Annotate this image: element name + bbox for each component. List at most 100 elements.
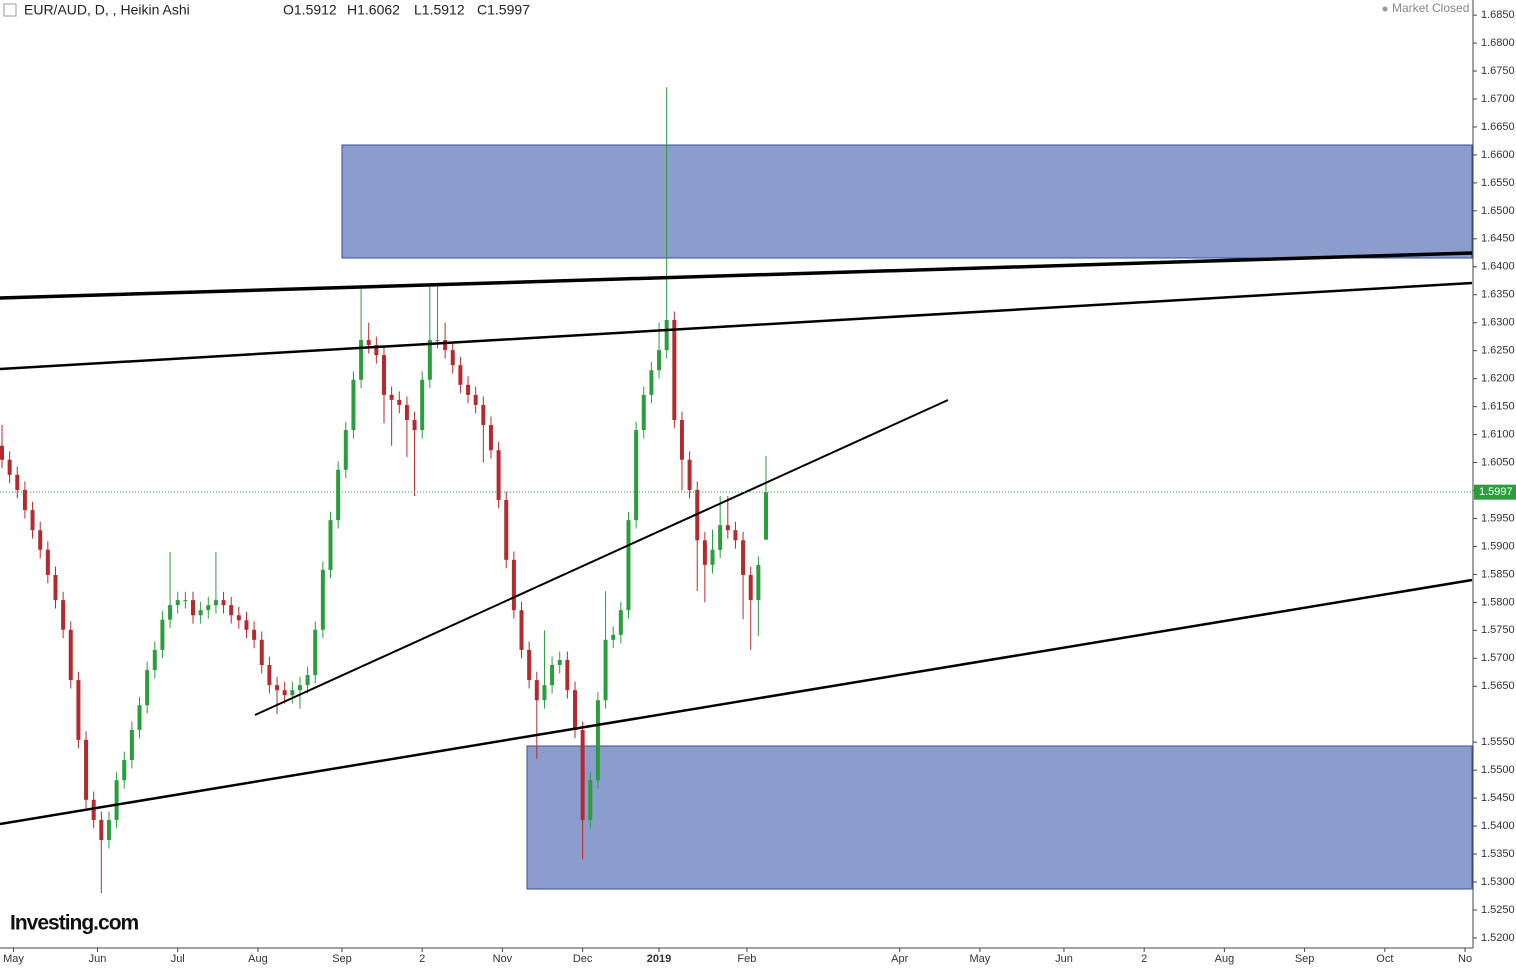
y-tick-label: 1.6500 — [1481, 205, 1515, 217]
y-tick-label: 1.5900 — [1481, 540, 1515, 552]
candle-body — [275, 685, 280, 691]
y-tick-label: 1.6250 — [1481, 345, 1515, 357]
candle-body — [236, 615, 241, 621]
candle-body — [427, 340, 432, 380]
candle-body — [710, 549, 715, 565]
ohlc-label: O1.5912 — [283, 2, 337, 18]
trend-line — [254, 399, 949, 716]
candle-body — [229, 605, 234, 616]
candle-body — [611, 634, 616, 640]
candle-body — [565, 659, 570, 691]
x-tick-label: May — [3, 953, 24, 965]
x-tick-label: Feb — [737, 953, 756, 965]
candle-body — [137, 705, 142, 730]
candle-body — [168, 605, 173, 620]
candle-body — [76, 680, 81, 740]
x-tick-label: Jun — [89, 953, 107, 965]
candle-body — [366, 340, 371, 346]
x-tick-label: Nov — [493, 953, 513, 965]
candle-body — [252, 629, 257, 640]
candle-body — [496, 450, 501, 501]
candle-body — [175, 600, 180, 606]
last-price-tag — [1474, 484, 1516, 500]
candle-body — [290, 690, 295, 696]
candle-body — [550, 664, 555, 686]
candle-body — [764, 492, 768, 540]
candle-body — [38, 530, 43, 550]
candle-body — [733, 530, 738, 541]
candle-body — [504, 500, 509, 560]
x-tick-label: Aug — [1215, 953, 1235, 965]
y-tick-label: 1.6050 — [1481, 456, 1515, 468]
candle-body — [0, 445, 4, 460]
candles — [0, 87, 768, 894]
candle-body — [679, 420, 684, 460]
candle-body — [443, 340, 448, 351]
y-tick-label: 1.5800 — [1481, 596, 1515, 608]
candle-body — [152, 649, 157, 671]
candle-body — [687, 459, 692, 490]
candle-body — [328, 520, 333, 570]
candle-body — [626, 520, 631, 611]
candle-body — [320, 569, 325, 630]
overlay — [0, 251, 1473, 826]
menu-icon[interactable] — [3, 3, 17, 17]
candle-body — [473, 394, 478, 405]
y-tick-label: 1.5300 — [1481, 876, 1515, 888]
x-tick-label: No — [1458, 953, 1472, 965]
candle-body — [91, 799, 96, 820]
candle-body — [382, 355, 386, 395]
candle-body — [741, 540, 746, 575]
candle-body — [22, 489, 27, 511]
x-tick-label: 2 — [419, 953, 425, 965]
candle-body — [374, 345, 379, 356]
candle-body — [634, 430, 639, 521]
candle-body — [213, 600, 218, 606]
candle-body — [511, 559, 516, 611]
y-tick-label: 1.5950 — [1481, 512, 1515, 524]
y-tick-label: 1.6750 — [1481, 65, 1515, 77]
candle-body — [99, 819, 104, 841]
y-tick-label: 1.5650 — [1481, 680, 1515, 692]
y-tick-label: 1.6150 — [1481, 401, 1515, 413]
trend-line — [0, 578, 1473, 826]
candle-body — [519, 610, 524, 650]
candle-body — [30, 510, 35, 531]
candle-body — [534, 680, 539, 701]
candle-body — [313, 629, 318, 676]
candle-body — [542, 685, 547, 701]
candle-body — [336, 469, 341, 521]
candle-body — [725, 525, 730, 531]
candle-body — [106, 819, 111, 841]
status: Market Closed — [1392, 1, 1469, 15]
y-tick-label: 1.6700 — [1481, 93, 1515, 105]
support-zone — [526, 745, 1473, 890]
candle-body — [45, 549, 50, 575]
candle-body — [718, 525, 723, 550]
y-tick-label: 1.5850 — [1481, 568, 1515, 580]
candle-body — [664, 319, 669, 351]
candle-body — [397, 399, 402, 405]
candle-body — [588, 780, 593, 820]
candle-body — [618, 610, 623, 635]
y-tick-label: 1.6400 — [1481, 261, 1515, 273]
candle-body — [297, 685, 302, 691]
candle-body — [657, 350, 662, 371]
y-tick-label: 1.6850 — [1481, 9, 1515, 21]
y-tick-label: 1.6800 — [1481, 37, 1515, 49]
candle-body — [527, 649, 532, 681]
candle-body — [343, 430, 348, 470]
candle-body — [282, 690, 287, 696]
y-tick-label: 1.6100 — [1481, 428, 1515, 440]
candle-body — [198, 610, 203, 616]
candle-body — [160, 619, 165, 650]
candle-body — [53, 574, 58, 601]
y-tick-label: 1.5250 — [1481, 904, 1515, 916]
x-tick-label: May — [970, 953, 991, 965]
x-tick-label: 2 — [1141, 953, 1147, 965]
candle-body — [420, 379, 425, 431]
x-tick-label: Sep — [1295, 953, 1315, 965]
candle-body — [595, 700, 600, 781]
candle-body — [481, 404, 486, 426]
